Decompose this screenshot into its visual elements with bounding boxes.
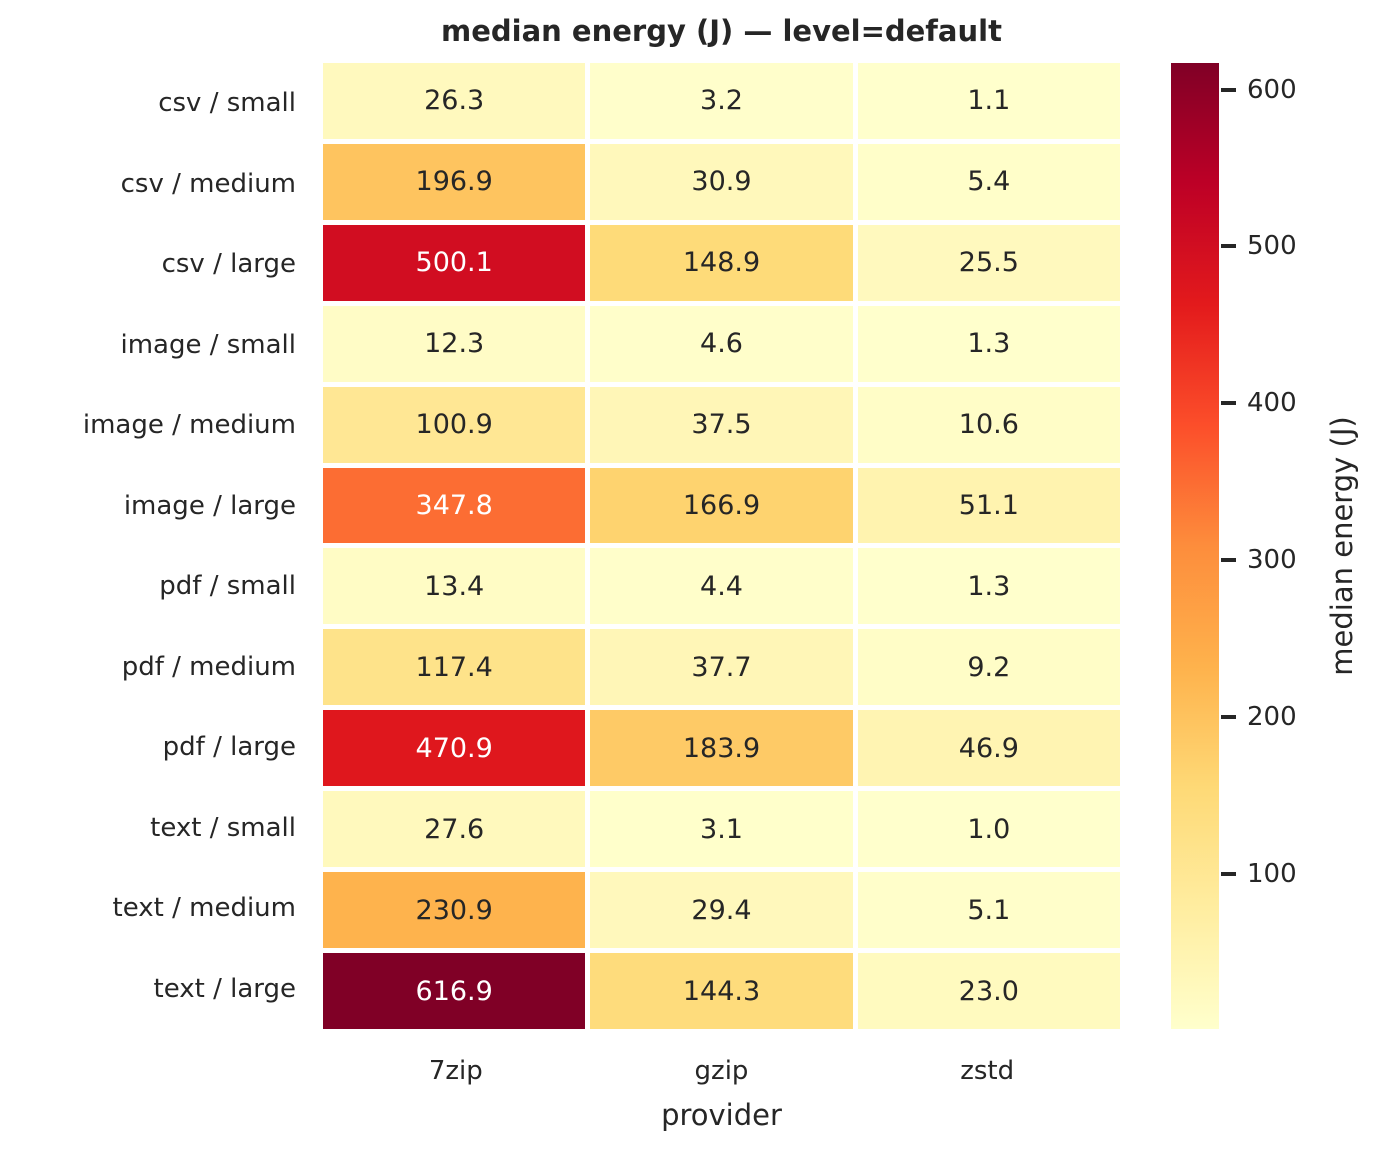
heatmap-cell: 117.4 (323, 629, 586, 706)
heatmap-cell: 13.4 (323, 548, 586, 625)
x-tick-label: zstd (960, 1056, 1015, 1086)
y-tick-label: pdf / small (159, 571, 296, 602)
x-tick-label: 7zip (428, 1056, 483, 1086)
colorbar-label: median energy (J) (1325, 416, 1359, 676)
heatmap-cell: 26.3 (323, 63, 586, 139)
y-tick-label: pdf / large (162, 732, 296, 763)
colorbar-tick-label: 400 (1247, 388, 1297, 419)
x-axis-labels: 7zip gzip zstd (323, 1054, 1120, 1088)
x-axis-title: provider (661, 1098, 782, 1132)
heatmap-cell: 4.6 (590, 305, 853, 382)
colorbar-tick-label: 600 (1247, 74, 1297, 105)
colorbar-tick (1221, 558, 1236, 563)
y-tick-label: text / small (150, 812, 296, 843)
heatmap-cell: 347.8 (323, 467, 586, 544)
y-tick-label: text / medium (112, 893, 296, 924)
y-tick-label: image / large (123, 490, 296, 521)
heatmap-cell: 166.9 (590, 467, 853, 544)
heatmap-cell: 1.3 (857, 548, 1120, 625)
heatmap-cell: 37.7 (590, 629, 853, 706)
heatmap-cell: 51.1 (857, 467, 1120, 544)
colorbar-tick (1221, 871, 1236, 876)
colorbar-tick (1221, 401, 1236, 406)
heatmap-cell: 148.9 (590, 224, 853, 301)
heatmap-cell: 144.3 (590, 953, 853, 1029)
heatmap-cell: 30.9 (590, 143, 853, 220)
y-tick-label: image / small (120, 329, 296, 360)
colorbar-tick-label: 200 (1247, 701, 1297, 732)
colorbar-tick-label: 300 (1247, 545, 1297, 576)
heatmap-cell: 37.5 (590, 386, 853, 463)
heatmap-cell: 29.4 (590, 872, 853, 949)
colorbar-tick-label: 500 (1247, 231, 1297, 262)
heatmap-cell: 5.4 (857, 143, 1120, 220)
heatmap-cell: 470.9 (323, 710, 586, 787)
heatmap-cell: 3.1 (590, 791, 853, 868)
heatmap-grid: 26.3 3.2 1.1 196.9 30.9 5.4 500.1 148.9 25.5 12.3… (323, 63, 1120, 1029)
heatmap-cell: 27.6 (323, 791, 586, 868)
heatmap-cell: 4.4 (590, 548, 853, 625)
heatmap-cell: 100.9 (323, 386, 586, 463)
heatmap-cell: 12.3 (323, 305, 586, 382)
heatmap-cell: 1.1 (857, 63, 1120, 139)
heatmap-cell: 25.5 (857, 224, 1120, 301)
heatmap-cell: 1.0 (857, 791, 1120, 868)
heatmap-cell: 1.3 (857, 305, 1120, 382)
colorbar-tick (1221, 714, 1236, 719)
heatmap-cell: 10.6 (857, 386, 1120, 463)
y-tick-label: text / large (153, 973, 297, 1004)
heatmap-cell: 46.9 (857, 710, 1120, 787)
heatmap-cell: 616.9 (323, 953, 586, 1029)
y-tick-label: pdf / medium (121, 651, 296, 682)
y-tick-label: csv / large (161, 249, 296, 280)
heatmap-cell: 5.1 (857, 872, 1120, 949)
chart-title: median energy (J) — level=default (441, 14, 1002, 48)
colorbar-tick-label: 100 (1247, 858, 1297, 889)
heatmap-cell: 183.9 (590, 710, 853, 787)
y-tick-label: csv / medium (120, 168, 296, 199)
x-tick-label: gzip (694, 1056, 749, 1086)
y-tick-label: image / medium (82, 410, 296, 441)
colorbar-tick (1221, 244, 1236, 249)
heatmap-cell: 230.9 (323, 872, 586, 949)
colorbar-tick (1221, 87, 1236, 92)
heatmap-cell: 9.2 (857, 629, 1120, 706)
heatmap-cell: 500.1 (323, 224, 586, 301)
heatmap-cell: 196.9 (323, 143, 586, 220)
heatmap-cell: 23.0 (857, 953, 1120, 1029)
y-tick-label: csv / small (158, 88, 296, 119)
heatmap-cell: 3.2 (590, 63, 853, 139)
colorbar (1171, 63, 1219, 1029)
y-axis-labels: csv / small csv / medium csv / large image … (0, 63, 296, 1029)
